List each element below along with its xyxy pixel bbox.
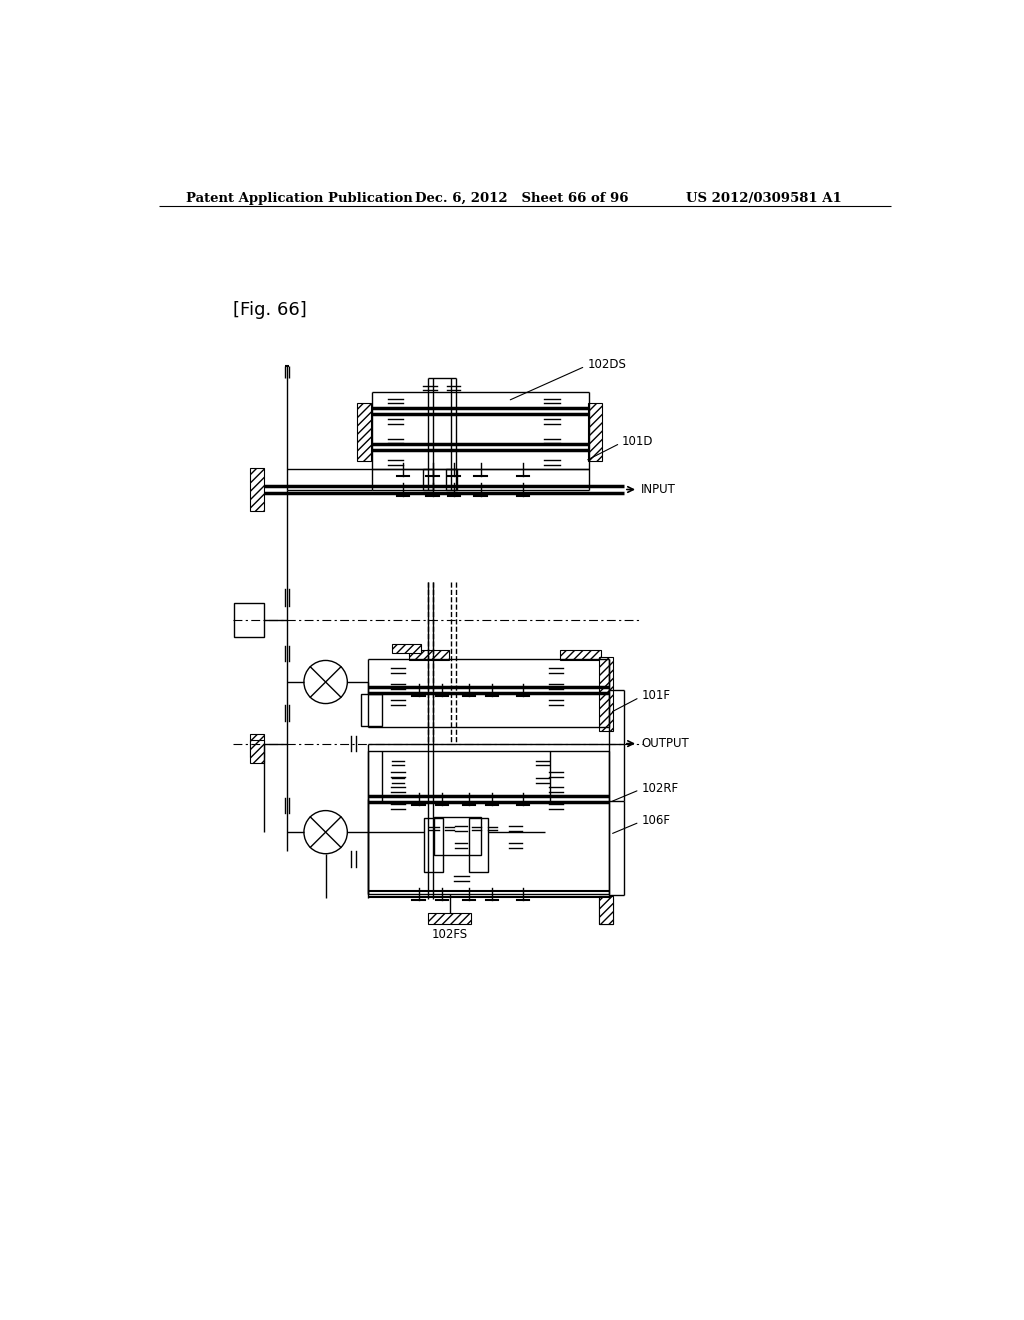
Bar bbox=[589, 404, 602, 461]
Bar bbox=[434, 817, 480, 855]
Text: 102FS: 102FS bbox=[431, 928, 468, 941]
Bar bbox=[599, 898, 613, 924]
Bar bbox=[251, 739, 264, 763]
Text: 102DS: 102DS bbox=[588, 358, 627, 371]
Text: 102RF: 102RF bbox=[642, 781, 679, 795]
Text: 106F: 106F bbox=[642, 814, 671, 828]
Text: OUTPUT: OUTPUT bbox=[641, 737, 689, 750]
Bar bbox=[356, 404, 371, 461]
Text: 101F: 101F bbox=[642, 689, 671, 702]
Bar bbox=[599, 657, 613, 730]
Bar bbox=[251, 469, 264, 511]
Text: INPUT: INPUT bbox=[641, 483, 676, 496]
Text: [Fig. 66]: [Fig. 66] bbox=[232, 301, 306, 319]
Text: Patent Application Publication: Patent Application Publication bbox=[186, 191, 413, 205]
Bar bbox=[560, 649, 601, 660]
Bar bbox=[360, 693, 382, 726]
Bar bbox=[445, 469, 457, 490]
Bar bbox=[391, 644, 421, 653]
Bar bbox=[469, 818, 487, 873]
Text: Dec. 6, 2012   Sheet 66 of 96: Dec. 6, 2012 Sheet 66 of 96 bbox=[415, 191, 629, 205]
Text: 101D: 101D bbox=[622, 436, 653, 449]
Bar bbox=[423, 469, 433, 490]
Text: US 2012/0309581 A1: US 2012/0309581 A1 bbox=[686, 191, 842, 205]
Bar bbox=[424, 818, 442, 873]
Bar bbox=[369, 751, 608, 894]
Bar bbox=[428, 913, 471, 924]
Bar bbox=[251, 734, 264, 758]
Bar bbox=[409, 649, 449, 660]
Bar bbox=[599, 896, 613, 924]
Bar bbox=[234, 603, 263, 638]
